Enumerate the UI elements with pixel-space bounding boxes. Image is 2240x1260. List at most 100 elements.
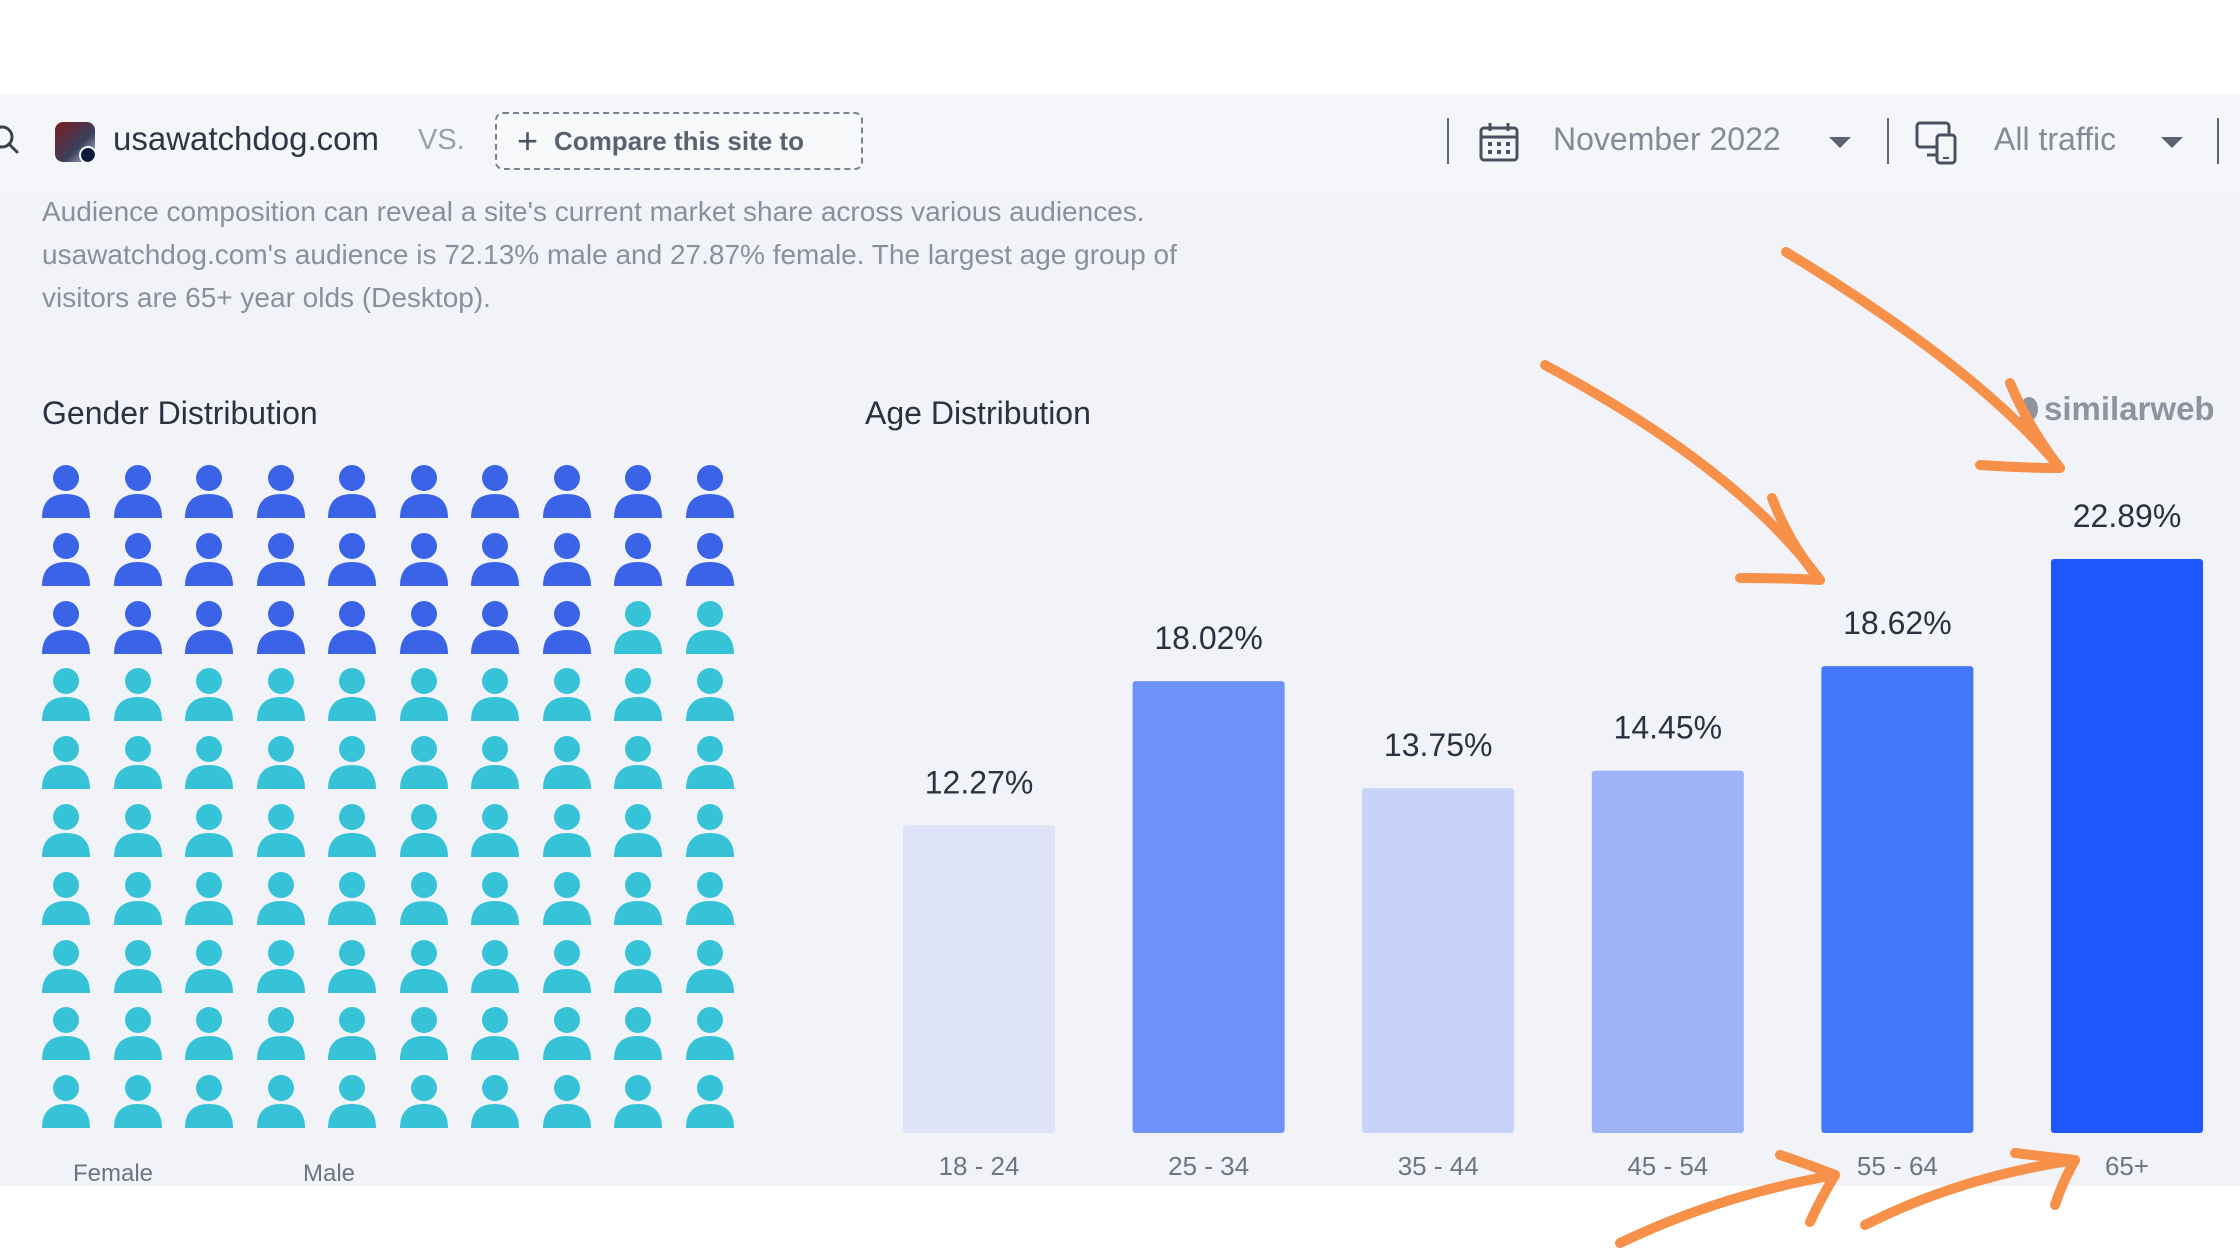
female-person-icon xyxy=(542,939,591,993)
male-person-icon xyxy=(42,600,90,654)
male-person-icon xyxy=(542,600,591,654)
male-person-icon xyxy=(328,600,376,654)
female-person-icon xyxy=(185,1007,233,1061)
header-divider xyxy=(1447,118,1449,164)
female-person-icon xyxy=(471,1075,519,1129)
female-person-icon xyxy=(542,871,591,925)
male-person-icon xyxy=(256,532,305,586)
female-person-icon xyxy=(256,871,305,925)
female-person-icon xyxy=(399,803,448,857)
age-bar[interactable] xyxy=(1591,770,1744,1133)
male-person-icon xyxy=(256,465,305,518)
male-person-icon xyxy=(113,600,162,654)
female-person-icon xyxy=(471,803,519,857)
female-person-icon xyxy=(113,871,162,925)
male-person-icon xyxy=(113,465,162,518)
female-person-icon xyxy=(471,736,519,790)
site-header-bar xyxy=(0,95,2240,194)
male-person-icon xyxy=(113,532,162,586)
female-person-icon xyxy=(614,600,662,654)
male-person-icon xyxy=(328,465,376,518)
female-person-icon xyxy=(42,1075,90,1129)
calendar-icon[interactable] xyxy=(1478,121,1520,163)
bar-value-label: 14.45% xyxy=(1614,710,1723,746)
female-person-icon xyxy=(328,803,376,857)
compare-button-label: Compare this site to xyxy=(554,125,804,156)
bar-value-label: 18.62% xyxy=(1843,605,1952,641)
female-person-icon xyxy=(685,736,734,790)
x-tick-label: 65+ xyxy=(2105,1151,2149,1181)
age-bar[interactable] xyxy=(2051,559,2203,1133)
female-person-icon xyxy=(42,736,90,790)
female-person-icon xyxy=(471,1007,519,1061)
female-person-icon xyxy=(542,1075,591,1129)
male-person-icon xyxy=(471,465,519,518)
male-person-icon xyxy=(42,465,90,518)
female-person-icon xyxy=(256,1075,305,1129)
female-person-icon xyxy=(113,1007,162,1061)
female-person-icon xyxy=(328,939,376,993)
female-person-icon xyxy=(685,803,734,857)
age-bar[interactable] xyxy=(903,825,1055,1133)
chevron-down-icon[interactable] xyxy=(1829,137,1851,148)
age-bar[interactable] xyxy=(1132,681,1285,1133)
age-bar[interactable] xyxy=(1362,788,1515,1133)
legend-male-label: Male xyxy=(303,1160,356,1187)
bar-value-label: 12.27% xyxy=(925,764,1034,800)
male-person-icon xyxy=(185,532,233,586)
site-name[interactable]: usawatchdog.com xyxy=(113,120,379,157)
female-person-icon xyxy=(399,1007,448,1061)
site-favicon xyxy=(55,122,95,162)
female-person-icon xyxy=(399,1075,448,1129)
male-person-icon xyxy=(471,600,519,654)
age-distribution-title: Age Distribution xyxy=(865,395,1091,431)
male-person-icon xyxy=(685,532,734,586)
female-person-icon xyxy=(614,736,662,790)
gender-distribution-title: Gender Distribution xyxy=(42,395,318,431)
female-person-icon xyxy=(614,1075,662,1129)
male-person-icon xyxy=(614,465,662,518)
female-person-icon xyxy=(185,736,233,790)
male-person-icon xyxy=(328,532,376,586)
compare-site-button[interactable]: + Compare this site to xyxy=(495,112,863,170)
header-divider xyxy=(2217,118,2219,164)
x-tick-label: 45 - 54 xyxy=(1627,1151,1708,1181)
female-person-icon xyxy=(685,668,734,722)
female-person-icon xyxy=(113,668,162,722)
date-range-select[interactable]: November 2022 xyxy=(1553,121,1781,157)
male-person-icon xyxy=(542,532,591,586)
female-person-icon xyxy=(614,939,662,993)
age-bar[interactable] xyxy=(1821,666,1974,1133)
x-tick-label: 25 - 34 xyxy=(1168,1151,1249,1181)
female-person-icon xyxy=(328,668,376,722)
female-person-icon xyxy=(328,1075,376,1129)
search-icon[interactable] xyxy=(0,121,22,161)
devices-icon[interactable] xyxy=(1915,119,1961,165)
female-person-icon xyxy=(256,803,305,857)
brand-logo-text: similarweb xyxy=(2044,390,2215,427)
female-person-icon xyxy=(685,871,734,925)
female-person-icon xyxy=(113,803,162,857)
female-person-icon xyxy=(614,668,662,722)
plus-icon: + xyxy=(517,120,539,161)
female-person-icon xyxy=(256,1007,305,1061)
female-person-icon xyxy=(42,939,90,993)
female-person-icon xyxy=(42,871,90,925)
female-person-icon xyxy=(685,1075,734,1129)
female-person-icon xyxy=(471,871,519,925)
female-person-icon xyxy=(113,736,162,790)
female-person-icon xyxy=(685,939,734,993)
traffic-type-select[interactable]: All traffic xyxy=(1994,121,2117,157)
female-person-icon xyxy=(399,736,448,790)
female-person-icon xyxy=(614,871,662,925)
x-tick-label: 35 - 44 xyxy=(1398,1151,1479,1181)
female-person-icon xyxy=(399,871,448,925)
female-person-icon xyxy=(185,871,233,925)
female-person-icon xyxy=(399,668,448,722)
chevron-down-icon[interactable] xyxy=(2161,137,2183,148)
header-divider xyxy=(1887,118,1889,164)
female-person-icon xyxy=(256,939,305,993)
female-person-icon xyxy=(614,803,662,857)
x-tick-label: 18 - 24 xyxy=(939,1151,1020,1181)
